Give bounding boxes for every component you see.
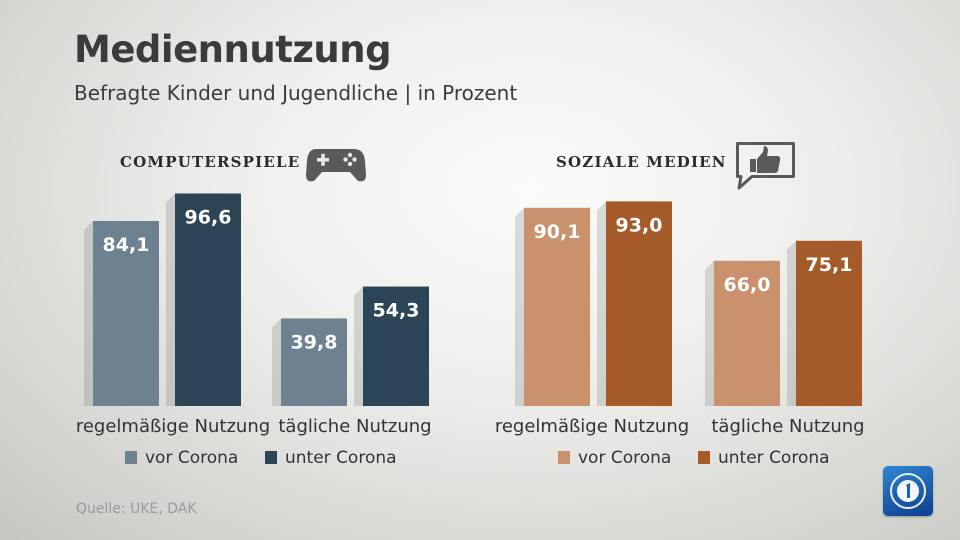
bar-0-1-0 — [175, 193, 241, 406]
category-label: regelmäßige Nutzung — [76, 416, 270, 437]
category-label: tägliche Nutzung — [278, 416, 431, 437]
page-title: Mediennutzung — [74, 28, 392, 71]
bar-shadow — [272, 318, 281, 406]
legend-swatch — [125, 451, 137, 464]
bar-value-label: 84,1 — [103, 234, 150, 256]
page-subtitle: Befragte Kinder und Jugendliche | in Pro… — [74, 81, 518, 105]
bar-shadow — [705, 260, 714, 406]
legend-label: unter Corona — [718, 448, 830, 468]
bar-0-1-1 — [363, 286, 429, 406]
chart-title-computerspiele: COMPUTERSPIELE — [120, 153, 301, 171]
chart-title-soziale-medien: SOZIALE MEDIEN — [556, 153, 727, 171]
bar-1-1-0 — [606, 201, 672, 406]
bar-1-0-0 — [524, 207, 590, 406]
bar-shadow — [84, 220, 93, 406]
bar-value-label: 90,1 — [534, 221, 581, 243]
bar-shadow — [166, 193, 175, 406]
source-note: Quelle: UKE, DAK — [76, 501, 197, 517]
bar-shadow — [515, 207, 524, 406]
bar-value-label: 54,3 — [373, 300, 420, 322]
thumbs-up-speech-bubble-icon — [736, 142, 795, 190]
bar-0-0-0 — [93, 220, 159, 406]
tagesschau-logo-icon — [883, 466, 933, 516]
legend-label: vor Corona — [145, 448, 238, 468]
legend-swatch — [698, 451, 710, 464]
legend-swatch — [265, 451, 277, 464]
legend-label: unter Corona — [285, 448, 397, 468]
gamepad-icon — [306, 149, 366, 182]
category-label: tägliche Nutzung — [711, 416, 864, 437]
bar-1-1-1 — [796, 240, 862, 406]
bar-shadow — [787, 240, 796, 406]
bar-shadow — [597, 201, 606, 406]
bar-value-label: 66,0 — [724, 274, 771, 296]
legend-label: vor Corona — [578, 448, 671, 468]
bar-value-label: 39,8 — [291, 331, 338, 353]
bar-value-label: 96,6 — [185, 206, 232, 228]
bar-1-0-1 — [714, 260, 780, 406]
bar-shadow — [354, 286, 363, 406]
bar-value-label: 75,1 — [806, 254, 853, 276]
category-label: regelmäßige Nutzung — [495, 416, 689, 437]
bar-value-label: 93,0 — [616, 214, 663, 236]
legend-swatch — [558, 451, 570, 464]
bar-0-0-1 — [281, 318, 347, 406]
